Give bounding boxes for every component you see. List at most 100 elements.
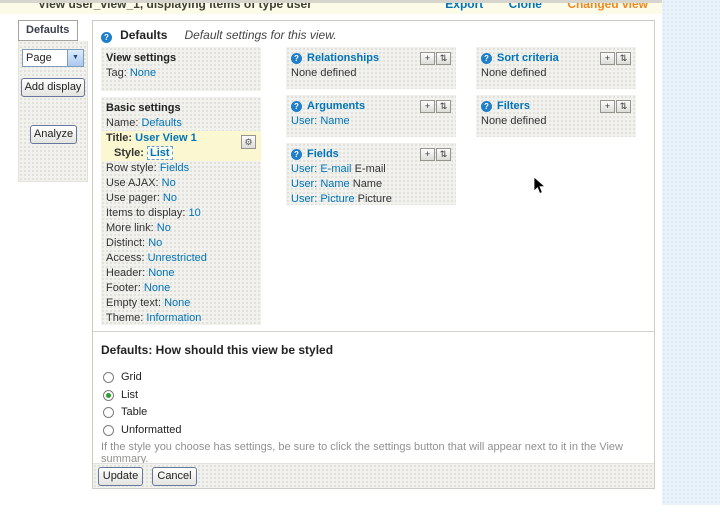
radio-unformatted[interactable]: [103, 424, 114, 436]
header-setting-link[interactable]: None: [148, 267, 175, 279]
use-pager-setting-link[interactable]: No: [162, 192, 177, 204]
style-settings-gear-icon[interactable]: ⚙: [241, 135, 256, 149]
setting-label: Style:: [114, 147, 144, 159]
view-settings-box: View settings Tag: None: [101, 47, 261, 91]
distinct-setting-link[interactable]: No: [148, 237, 163, 249]
radio-unformatted-label: Unformatted: [121, 424, 182, 436]
filters-title-link[interactable]: Filters: [497, 100, 531, 112]
arguments-title-link[interactable]: Arguments: [307, 100, 366, 112]
export-link[interactable]: Export: [445, 0, 484, 11]
defaults-heading: Defaults: [120, 28, 168, 42]
row-style-setting-link[interactable]: Fields: [159, 162, 190, 174]
style-setting-link[interactable]: List: [147, 146, 173, 160]
analyze-button[interactable]: Analyze: [30, 125, 77, 144]
style-form-help-text: If the style you choose has settings, be…: [101, 441, 623, 465]
rearrange-sorts-icon[interactable]: ⇅: [616, 51, 631, 65]
changed-view-label: Changed view: [567, 0, 648, 11]
clone-link[interactable]: Clone: [508, 0, 542, 11]
style-option-unformatted: Unformatted: [103, 423, 182, 437]
theme-setting-link[interactable]: Information: [146, 312, 202, 324]
name-setting-link[interactable]: Defaults: [141, 117, 182, 129]
style-form-title: Defaults: How should this view be styled: [101, 343, 334, 357]
chevron-down-icon[interactable]: ▼: [67, 50, 83, 66]
filters-empty-text: None defined: [481, 115, 547, 127]
help-icon[interactable]: ?: [481, 100, 492, 112]
page-background-texture: [662, 0, 720, 505]
setting-label: Row style:: [106, 162, 157, 174]
rearrange-arguments-icon[interactable]: ⇅: [436, 99, 451, 113]
help-icon[interactable]: ?: [291, 100, 302, 112]
setting-label: Header:: [106, 267, 146, 279]
field-item-label: E-mail: [354, 163, 386, 175]
form-button-strip: Update Cancel: [93, 463, 654, 488]
view-header-strip: View user_view_1, displaying items of ty…: [0, 0, 662, 14]
use-ajax-setting-link[interactable]: No: [161, 177, 176, 189]
defaults-heading-row: ? Defaults Default settings for this vie…: [101, 28, 337, 43]
relationships-title-link[interactable]: Relationships: [307, 52, 380, 64]
argument-item-link[interactable]: User: Name: [291, 115, 350, 127]
setting-label: Title:: [106, 132, 133, 144]
field-item-label: Picture: [357, 193, 392, 205]
fields-title-link[interactable]: Fields: [307, 148, 339, 160]
add-field-icon[interactable]: +: [420, 147, 435, 161]
setting-label: Use AJAX:: [106, 177, 159, 189]
panel-divider: [93, 331, 654, 332]
sort-criteria-title-link[interactable]: Sort criteria: [497, 52, 559, 64]
radio-list[interactable]: [103, 389, 114, 401]
field-item-link[interactable]: User: Name: [291, 178, 350, 190]
sort-criteria-box: ? Sort criteria + ⇅ None defined: [476, 47, 636, 89]
add-sort-icon[interactable]: +: [600, 51, 615, 65]
basic-settings-title: Basic settings: [106, 102, 181, 114]
rearrange-filters-icon[interactable]: ⇅: [616, 99, 631, 113]
radio-table[interactable]: [103, 406, 114, 418]
fields-box: ? Fields + ⇅ User: E-mail E-mail User: Na…: [286, 143, 456, 205]
relationships-empty-text: None defined: [291, 67, 357, 79]
footer-setting-link[interactable]: None: [143, 282, 171, 294]
empty-text-setting-link[interactable]: None: [164, 297, 191, 309]
setting-label: Access:: [106, 252, 145, 264]
tag-value-link[interactable]: None: [129, 67, 157, 79]
title-setting-link[interactable]: User View 1: [135, 132, 197, 144]
radio-grid-label: Grid: [121, 371, 142, 383]
display-controls-box: Page ▼ Add display Analyze: [18, 41, 88, 182]
defaults-subheading: Default settings for this view.: [184, 28, 337, 42]
rearrange-fields-icon[interactable]: ⇅: [436, 147, 451, 161]
field-item-label: Name: [352, 178, 383, 190]
radio-table-label: Table: [121, 406, 148, 418]
view-settings-title: View settings: [106, 52, 177, 64]
more-link-setting-link[interactable]: No: [156, 222, 171, 234]
update-button[interactable]: Update: [98, 467, 143, 486]
view-title: View user_view_1, displaying items of ty…: [38, 0, 312, 11]
display-type-select[interactable]: Page ▼: [22, 49, 84, 67]
help-icon[interactable]: ?: [101, 32, 112, 43]
help-icon[interactable]: ?: [291, 148, 302, 160]
setting-label: Empty text:: [106, 297, 162, 309]
radio-list-label: List: [121, 389, 139, 401]
tag-label: Tag:: [106, 67, 127, 79]
setting-label: Footer:: [106, 282, 141, 294]
field-item-link[interactable]: User: E-mail: [291, 163, 352, 175]
cancel-button[interactable]: Cancel: [152, 467, 197, 486]
add-filter-icon[interactable]: +: [600, 99, 615, 113]
view-header-links: Export Clone Changed view: [423, 0, 648, 11]
add-argument-icon[interactable]: +: [420, 99, 435, 113]
setting-label: Items to display:: [106, 207, 186, 219]
setting-label: Name:: [106, 117, 139, 129]
rearrange-relationships-icon[interactable]: ⇅: [436, 51, 451, 65]
radio-grid[interactable]: [103, 371, 114, 383]
add-display-button[interactable]: Add display: [21, 78, 85, 97]
mouse-cursor: [533, 176, 546, 195]
help-icon[interactable]: ?: [481, 52, 492, 64]
relationships-box: ? Relationships + ⇅ None defined: [286, 47, 456, 89]
help-icon[interactable]: ?: [291, 52, 302, 64]
items-to-display-setting-link[interactable]: 10: [188, 207, 201, 219]
tab-defaults[interactable]: Defaults: [18, 20, 78, 41]
setting-label: Use pager:: [106, 192, 160, 204]
add-relationship-icon[interactable]: +: [420, 51, 435, 65]
field-item-link[interactable]: User: Picture: [291, 193, 355, 205]
sort-criteria-empty-text: None defined: [481, 67, 547, 79]
setting-label: Theme:: [106, 312, 144, 324]
arguments-box: ? Arguments + ⇅ User: Name: [286, 95, 456, 137]
access-setting-link[interactable]: Unrestricted: [147, 252, 207, 264]
